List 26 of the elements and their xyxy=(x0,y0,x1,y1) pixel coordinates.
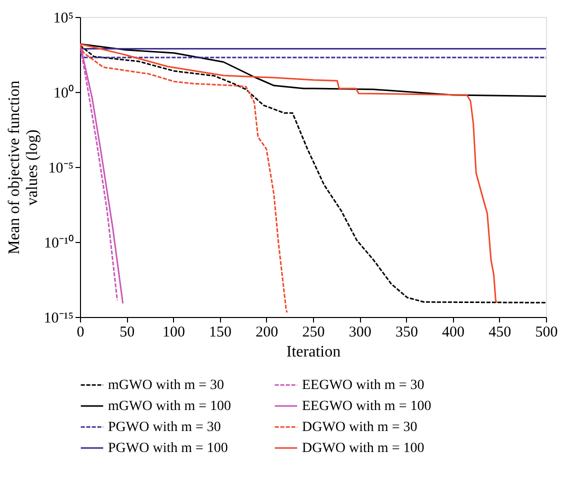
y-tick-label: 10⁻¹⁵ xyxy=(44,310,74,326)
x-axis-title: Iteration xyxy=(286,344,341,360)
x-tick-label: 150 xyxy=(209,324,232,340)
x-tick-label: 350 xyxy=(395,324,418,340)
x-tick-label: 50 xyxy=(120,324,135,340)
x-tick-label: 300 xyxy=(348,324,372,340)
y-tick-label: 10⁻⁵ xyxy=(48,160,74,176)
legend-label: EEGWO with m = 100 xyxy=(302,399,432,414)
legend-label: mGWO with m = 100 xyxy=(108,399,231,414)
y-axis-title: Mean of objective function values (log) xyxy=(6,80,41,254)
legend-label: PGWO with m = 100 xyxy=(108,441,228,456)
legend-label: DGWO with m = 100 xyxy=(302,441,424,456)
x-tick-label: 400 xyxy=(442,324,465,340)
x-tick-label: 0 xyxy=(76,324,84,340)
x-tick-label: 200 xyxy=(256,324,278,340)
legend-label: DGWO with m = 30 xyxy=(302,420,418,435)
legend-label: mGWO with m = 30 xyxy=(108,378,224,393)
y-tick-label: 10⁵ xyxy=(53,10,74,26)
x-tick-label: 100 xyxy=(162,324,185,340)
x-tick-label: 250 xyxy=(302,324,325,340)
x-tick-label: 450 xyxy=(488,324,512,340)
x-tick-label: 500 xyxy=(535,324,558,340)
y-tick-label: 10⁻¹⁰ xyxy=(44,234,74,252)
legend-label: PGWO with m = 30 xyxy=(108,420,221,435)
y-tick-label: 10⁰ xyxy=(54,84,74,102)
legend-label: EEGWO with m = 30 xyxy=(302,378,424,393)
